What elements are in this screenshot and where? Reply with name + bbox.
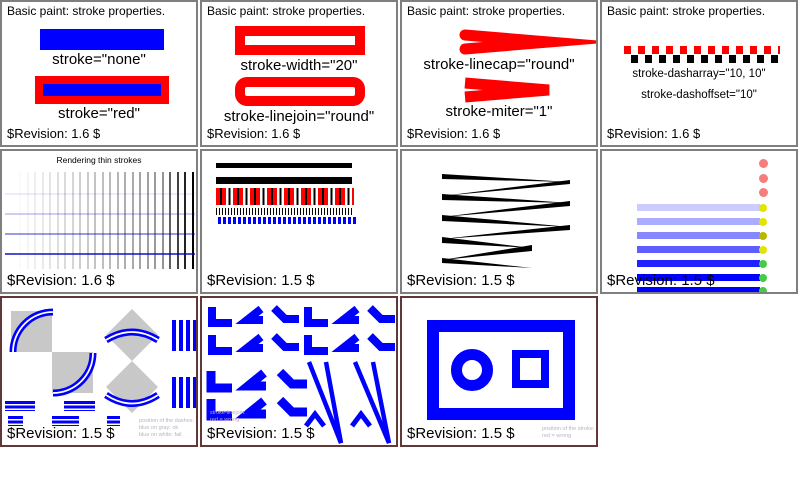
revision-text: $Revision: 1.6 $ [407,126,501,141]
label-stroke-red: stroke="red" [58,105,140,122]
test-cell-dash-position: position of the dashes: blue on gray: ok… [0,296,198,447]
striped-bar-2 [64,401,95,411]
opacity-bar-2 [637,218,760,225]
miter-one-vee-stroke [464,77,550,103]
yellow-marker-1 [759,203,767,212]
green-marker-3 [759,286,767,292]
opacity-bar-4 [637,246,760,253]
cell-title: Basic paint: stroke properties. [407,4,566,18]
label-stroke-linecap: stroke-linecap="round" [423,56,575,73]
small-caret-1 [304,409,326,428]
revision-text: $Revision: 1.6 $ [607,126,701,141]
label-stroke-linejoin: stroke-linejoin="round" [223,108,375,125]
test-cell-thin-strokes: Rendering thin strokes [0,149,198,294]
blue-rect-no-stroke [40,29,164,50]
cell-title: Basic paint: stroke properties. [7,4,166,18]
revision-text: $Revision: 1.6 $ [7,126,101,141]
solid-black-bar-2 [216,177,352,184]
test-cell-stroke-position: position of the stroke: red = wrong $Rev… [400,296,598,447]
revision-text: $Revision: 1.6 $ [207,126,301,141]
opacity-bar-6 [637,274,760,281]
thin-vee-1 [306,361,344,444]
yellow-marker-4 [759,245,767,254]
test-note: position of the stroke: red = wrong [542,426,595,439]
test-cell-linejoin-shapes: stroke-linejoin: red = wrong $Revision: … [200,296,398,447]
opacity-bar-1 [637,204,760,211]
pink-circle-3 [759,188,768,197]
label-stroke-dashoffset: stroke-dashoffset="10" [641,89,757,101]
revision-text: $Revision: 1.5 $ [407,425,515,442]
opacity-bar-7 [637,287,760,292]
dash-position-graphics [9,308,160,413]
test-cell-opacity-bars: $Revision: 1.5 $ [600,149,798,294]
striped-bar-3 [8,416,23,426]
blue-dash-band [218,217,358,224]
green-marker-1 [759,259,767,268]
revision-text: $Revision: 1.5 $ [207,272,315,289]
revision-text: $Revision: 1.5 $ [607,272,715,289]
striped-square-2 [172,377,196,408]
revision-text: $Revision: 1.5 $ [207,425,315,442]
red-black-dash-band [216,188,354,205]
test-note: stroke-linejoin: red = wrong [210,410,246,423]
test-cell-linecap-miter: Basic paint: stroke properties. stroke-l… [400,0,598,147]
green-marker-2 [759,273,767,282]
bend-shape [271,305,299,323]
red-stroke-rect [235,26,365,55]
round-cap-vee-stroke [459,29,596,55]
cell-title: Basic paint: stroke properties. [607,4,766,18]
test-cell-dasharray: Basic paint: stroke properties. stroke-d… [600,0,798,147]
blue-outline-rect [427,320,575,420]
label-stroke-none: stroke="none" [52,51,146,68]
linejoin-graphics [206,305,395,444]
dash-graphics [624,46,781,63]
blue-outline-square [512,350,549,388]
striped-bar-5 [107,416,120,426]
zigzag-wedges-graphics [442,174,570,268]
blue-outline-circle [451,349,493,391]
test-cell-stroke-width-linejoin: Basic paint: stroke properties. stroke-w… [200,0,398,147]
label-stroke-miter: stroke-miter="1" [445,103,553,120]
cell-title: Rendering thin strokes [56,155,142,165]
label-stroke-width: stroke-width="20" [240,57,358,74]
yellow-marker-3 [759,231,767,240]
revision-text: $Revision: 1.6 $ [7,272,115,289]
striped-bar-1 [5,401,35,411]
blue-rect-red-stroke [35,76,169,104]
solid-black-bar-1 [216,163,352,168]
opacity-bar-3 [637,232,760,239]
pink-circle-1 [759,159,768,168]
thin-vee-2 [352,361,392,444]
red-stroke-rect-round-join [235,77,365,106]
small-caret-2 [350,409,372,428]
striped-square-1 [172,320,196,351]
label-stroke-dasharray: stroke-dasharray="10, 10" [632,68,766,80]
yellow-marker-2 [759,217,767,226]
test-cell-dash-bars: $Revision: 1.5 $ [200,149,398,294]
pink-circle-2 [759,174,768,183]
cell-title: Basic paint: stroke properties. [207,4,366,18]
test-note: position of the dashes: blue on gray: ok… [139,418,195,438]
revision-text: $Revision: 1.5 $ [407,272,515,289]
chevron-shape [235,305,264,324]
thin-strokes-graphics [5,172,195,269]
black-comb-dashes [216,208,352,215]
linecap-miter-graphics [459,29,596,103]
opacity-bar-5 [637,260,760,267]
test-cell-zigzag-wedges: $Revision: 1.5 $ [400,149,598,294]
test-cell-stroke-none-red: Basic paint: stroke properties. stroke="… [0,0,198,147]
empty-grid-slot [600,296,800,447]
striped-bar-4 [52,416,79,426]
revision-text: $Revision: 1.5 $ [7,425,115,442]
ell-shape [208,307,232,327]
